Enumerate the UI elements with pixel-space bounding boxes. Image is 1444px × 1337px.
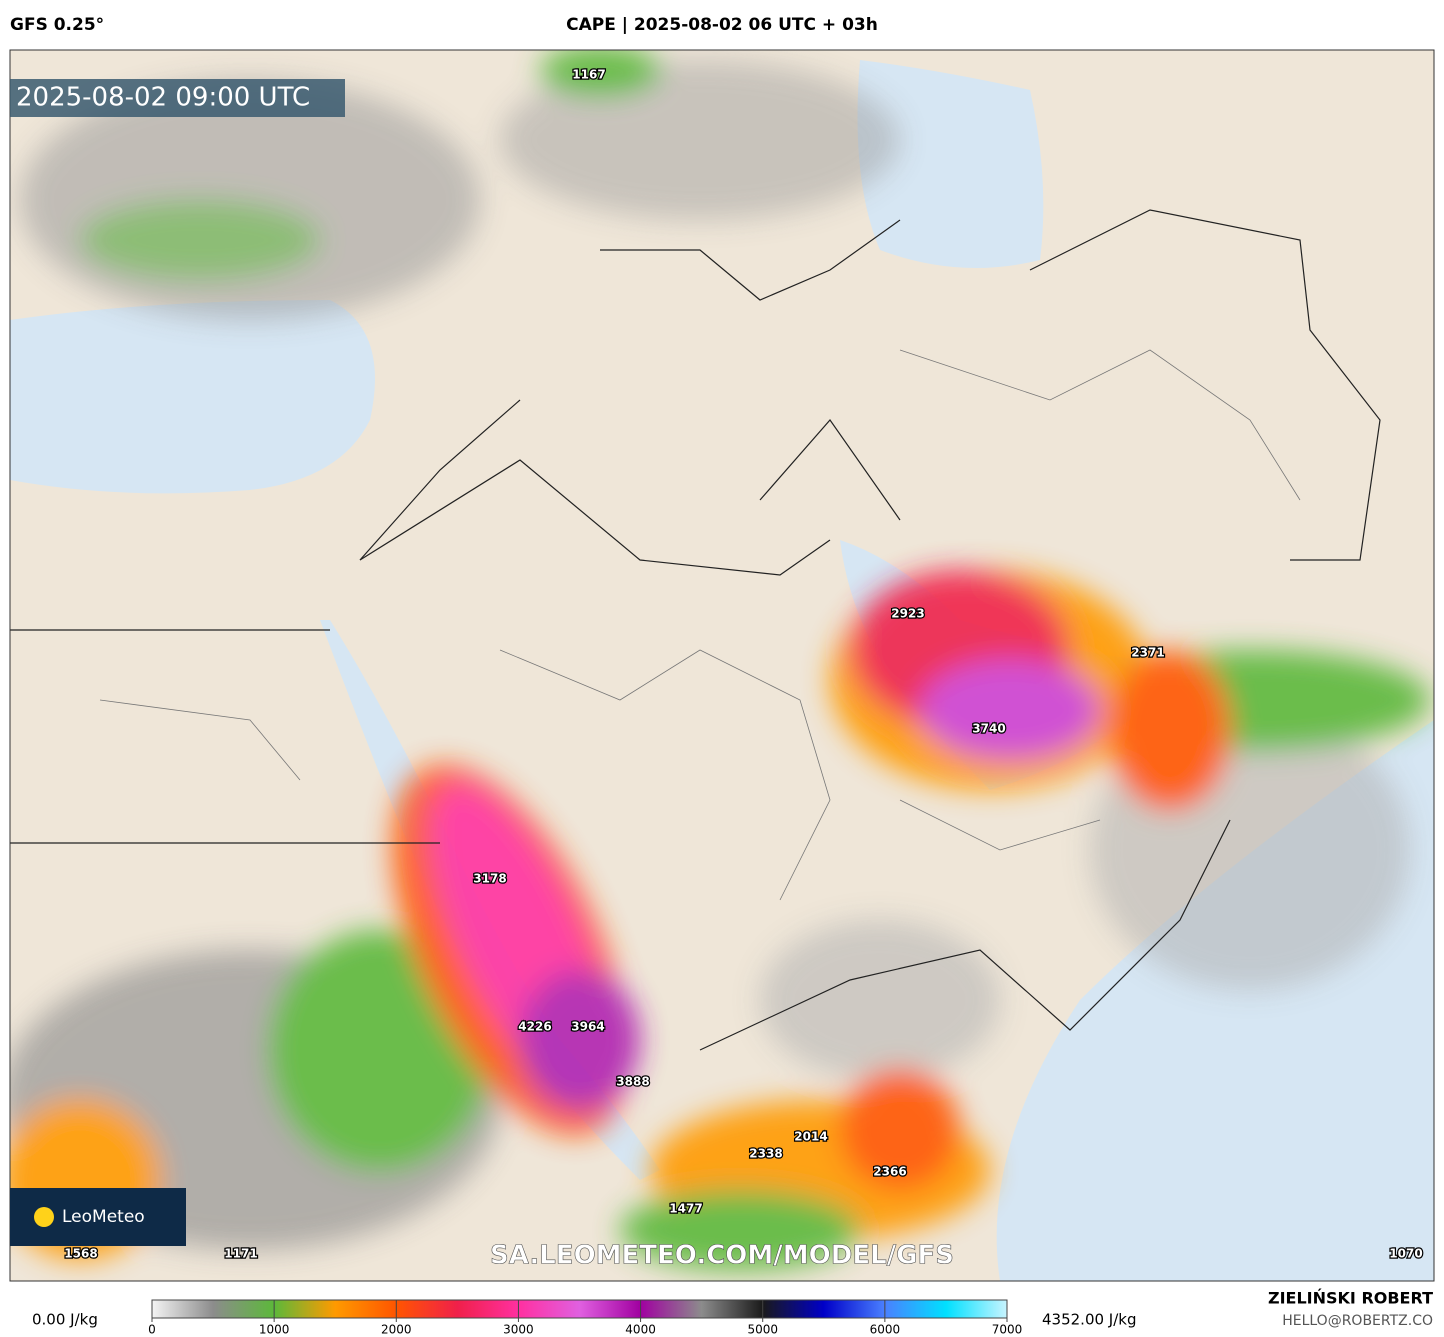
colorbar-tick-label: 1000 (259, 1323, 290, 1337)
colorbar (151, 1299, 1008, 1319)
map-value-label: 2014 (794, 1130, 827, 1144)
map-value-label: 2366 (873, 1165, 906, 1179)
map-value-label: 1171 (224, 1247, 257, 1261)
borders (10, 209, 1381, 1051)
colorbar-tick-label: 3000 (503, 1323, 534, 1337)
regions (99, 349, 1301, 901)
map-value-label: 3740 (972, 722, 1005, 736)
colorbar-tick-label: 4000 (625, 1323, 656, 1337)
watermark: SA.LEOMETEO.COM/MODEL/GFS (490, 1241, 954, 1271)
map (10, 50, 1434, 1281)
colorbar-tick-label: 0 (148, 1323, 156, 1337)
author: ZIELIŃSKI ROBERT (1268, 1289, 1433, 1308)
colorbar-max-label: 4352.00 J/kg (1042, 1311, 1136, 1329)
map-value-label: 1167 (572, 68, 605, 82)
map-value-label: 1568 (64, 1247, 97, 1261)
timestamp: 2025-08-02 09:00 UTC (16, 83, 310, 113)
map-value-label: 2338 (749, 1147, 782, 1161)
colorbar-tick-label: 7000 (992, 1323, 1023, 1337)
colorbar-tick-label: 2000 (381, 1323, 412, 1337)
logo: LeoMeteo (62, 1207, 145, 1227)
logo-sun (34, 1207, 54, 1227)
seas (10, 60, 1434, 1281)
map-labels: 1167 2923 2371 3740 3178 4226 3964 3888 2014 2338… (63, 66, 1424, 1262)
map-value-label: 1070 (1389, 1247, 1422, 1261)
cape-field (10, 50, 1430, 1270)
colorbar-tick-label: 5000 (747, 1323, 778, 1337)
colorbar-tick-label: 6000 (870, 1323, 901, 1337)
map-value-label: 2371 (1131, 646, 1164, 660)
map-frame (9, 49, 1435, 1282)
email: HELLO@ROBERTZ.CO (1282, 1313, 1433, 1329)
map-title: CAPE | 2025-08-02 06 UTC + 03h (566, 15, 878, 35)
map-value-label: 2923 (891, 607, 924, 621)
map-value-label: 1477 (669, 1202, 702, 1216)
colorbar-min-label: 0.00 J/kg (32, 1311, 98, 1329)
timestamp-box (10, 79, 345, 117)
map-value-label: 4226 (518, 1020, 551, 1034)
map-value-label: 3888 (616, 1075, 649, 1089)
model-label: GFS 0.25° (10, 15, 104, 35)
map-value-label: 3964 (571, 1020, 604, 1034)
map-value-label: 3178 (473, 872, 506, 886)
